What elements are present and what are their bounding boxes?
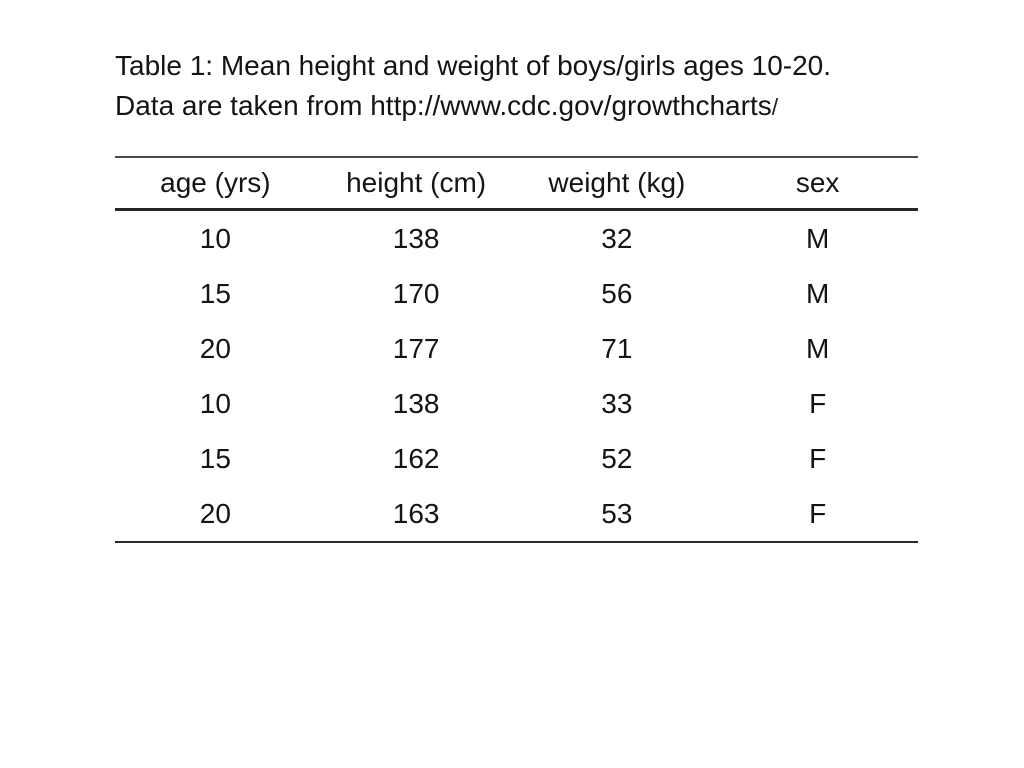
table-cell-weight: 71 [601,332,633,364]
table-cell-weight: 33 [601,387,633,419]
column-header-age: age (yrs) [115,157,316,211]
table-cell-height: 162 [392,442,440,474]
table-cell-weight: 56 [601,277,633,309]
table-cell-height: 138 [392,222,440,254]
column-header-sex: sex [717,157,918,211]
table-cell-sex: M [805,332,830,364]
caption-line-1: Table 1: Mean height and weight of boys/… [115,50,832,81]
table-cell-age: 20 [199,497,231,529]
table-cell-age: 15 [199,442,231,474]
data-table: age (yrs) height (cm) weight (kg) sex 10… [115,156,918,543]
table-cell-height: 138 [392,387,440,419]
table-cell-age: 20 [199,332,231,364]
table-cell-sex: F [809,442,827,474]
table-row: 20 163 53 F [115,486,918,542]
data-table-container: age (yrs) height (cm) weight (kg) sex 10… [115,156,918,543]
caption-trailing-slash: / [771,94,779,120]
table-cell-sex: F [809,387,827,419]
table-cell-sex: M [805,222,830,254]
table-cell-weight: 53 [601,497,633,529]
table-body: 10 138 32 M 15 170 56 M 20 177 71 M [115,210,918,543]
caption-line-2: Data are taken from http://www.cdc.gov/g… [115,86,935,127]
column-header-height: height (cm) [315,157,517,211]
table-cell-age: 15 [199,277,231,309]
table-cell-height: 163 [392,497,440,529]
table-cell-age: 10 [199,387,231,419]
table-row: 15 162 52 F [115,431,918,486]
table-caption: Table 1: Mean height and weight of boys/… [115,46,935,127]
table-cell-sex: F [809,497,827,529]
table-cell-sex: M [805,277,830,309]
table-row: 10 138 33 F [115,376,918,431]
table-row: 15 170 56 M [115,266,918,321]
table-row: 20 177 71 M [115,321,918,376]
table-row: 10 138 32 M [115,210,918,267]
table-cell-height: 177 [392,332,440,364]
table-cell-height: 170 [392,277,440,309]
table-header: age (yrs) height (cm) weight (kg) sex [115,157,918,211]
table-cell-weight: 32 [601,222,633,254]
table-cell-age: 10 [199,222,231,254]
caption-line-2-text: Data are taken from http://www.cdc.gov/g… [115,90,772,121]
table-cell-weight: 52 [601,442,633,474]
column-header-weight: weight (kg) [516,157,718,211]
header-row: age (yrs) height (cm) weight (kg) sex [115,157,918,211]
